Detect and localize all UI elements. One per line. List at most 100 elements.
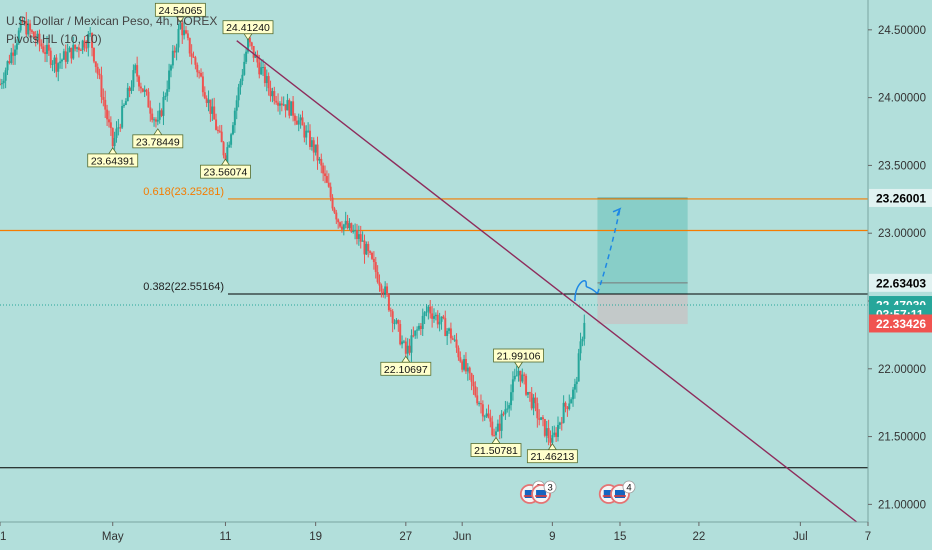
event-count: 4 — [626, 483, 631, 494]
candle-body — [397, 320, 400, 325]
candle-body — [391, 311, 394, 324]
candle-body — [421, 315, 424, 329]
candle-body — [85, 47, 88, 49]
candle-body — [322, 165, 325, 174]
candle-body — [98, 73, 101, 76]
candle-body — [402, 341, 405, 343]
candle-body — [339, 222, 342, 227]
indicator-title: Pivots HL (10, 10) — [6, 32, 102, 46]
candle-body — [427, 306, 430, 312]
candle-body — [241, 74, 244, 82]
candle-body — [303, 125, 306, 138]
candle-body — [525, 375, 528, 395]
price-badge-label: 23.26001 — [876, 191, 926, 205]
candle-body — [431, 313, 434, 319]
pivot-label-box — [222, 20, 274, 35]
candle-body — [25, 20, 28, 35]
event-markers[interactable]: 234 — [519, 480, 636, 504]
candle-body — [139, 86, 142, 89]
candle-body — [496, 423, 499, 432]
candle-body — [363, 240, 366, 255]
candle-body — [579, 341, 582, 354]
candle-body — [14, 49, 17, 56]
candle-body — [230, 134, 233, 145]
candle-body — [508, 405, 511, 409]
candle-body — [468, 367, 471, 374]
candle-body — [126, 87, 129, 102]
pivot-label: 23.56074 — [204, 167, 248, 179]
candle-body — [100, 75, 103, 98]
candle-body — [466, 367, 469, 372]
candle-body — [205, 98, 208, 103]
candle-body — [181, 22, 184, 36]
candle-body — [216, 129, 219, 131]
candle-body — [147, 91, 150, 108]
candle-body — [132, 70, 135, 88]
candle-body — [374, 262, 377, 273]
candle-body — [406, 345, 409, 354]
flag-canton — [524, 490, 535, 498]
candle-body — [87, 34, 90, 48]
candle-body — [188, 37, 191, 54]
candle-body — [543, 419, 546, 436]
candle-body — [109, 122, 112, 129]
candle-body — [143, 89, 146, 92]
position-tool[interactable] — [597, 197, 688, 325]
candle-body — [414, 330, 417, 336]
price-badge-label: 22.33426 — [876, 317, 926, 331]
candle-body — [74, 44, 77, 49]
x-tick-label: 15 — [614, 531, 627, 543]
candle-body — [271, 91, 274, 97]
candle-body — [38, 33, 41, 44]
candle-body — [183, 30, 186, 36]
candle-body — [30, 30, 33, 32]
candle-body — [557, 424, 559, 437]
candle-body — [382, 291, 385, 294]
candle-body — [532, 397, 535, 409]
candle-body — [288, 100, 291, 116]
candle-body — [166, 89, 169, 96]
candle-body — [113, 137, 116, 147]
candle-body — [327, 182, 330, 187]
candle-body — [106, 109, 109, 120]
x-tick-label: 9 — [549, 531, 555, 543]
candle-body — [282, 104, 285, 106]
candle-body — [309, 130, 311, 147]
trendline[interactable] — [236, 40, 858, 523]
candle-body — [83, 40, 86, 48]
candle-body — [361, 240, 364, 242]
candle-body — [346, 220, 349, 229]
price-badge — [869, 273, 932, 292]
time-axis-panel — [0, 522, 932, 550]
candle-body — [568, 403, 571, 410]
candle-body — [243, 61, 246, 75]
candle-body — [365, 243, 368, 255]
candle-body — [376, 272, 379, 283]
candle-body — [372, 258, 375, 263]
candle-body — [545, 428, 548, 436]
candle-body — [254, 54, 257, 58]
candle-body — [504, 409, 507, 415]
candle-body — [107, 119, 110, 123]
candle-body — [502, 413, 505, 415]
candle-body — [378, 282, 381, 286]
event-count-badge — [543, 480, 557, 494]
candle-body — [425, 311, 428, 313]
y-tick-label: 21.50000 — [878, 432, 926, 444]
pivot-label: 23.64391 — [91, 155, 135, 167]
pivot-label: 24.41240 — [226, 22, 270, 34]
candle-body — [278, 103, 281, 106]
y-tick-label: 23.00000 — [878, 228, 926, 240]
candle-body — [130, 87, 133, 91]
candle-body — [429, 306, 432, 314]
candle-body — [355, 230, 358, 239]
candle-body — [558, 422, 561, 425]
candle-body — [442, 316, 445, 319]
candle-body — [423, 312, 426, 316]
candle-body — [10, 52, 13, 63]
candle-body — [51, 63, 54, 65]
candle-body — [410, 335, 413, 353]
candle-body — [201, 76, 204, 93]
